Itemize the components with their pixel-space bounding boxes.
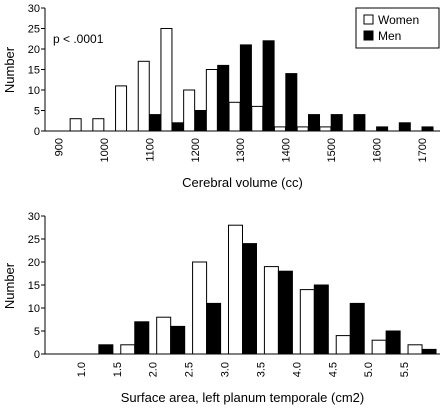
chart2-x-tick-label: 4.5 xyxy=(327,362,339,377)
chart2-bar-men xyxy=(421,348,437,355)
chart1-bar-women xyxy=(69,118,82,132)
chart2-bar-men xyxy=(313,284,329,355)
chart1-x-tick-label: 1100 xyxy=(144,138,156,162)
chart2-bar-women xyxy=(192,261,208,355)
chart2-x-tick-label: 2.0 xyxy=(148,362,160,377)
chart2-bar-men xyxy=(349,302,365,355)
legend-label-men: Men xyxy=(378,29,401,43)
chart2-bar-men xyxy=(134,321,150,355)
chart1-bar-men xyxy=(353,114,366,132)
chart1-bar-women xyxy=(296,126,309,132)
chart2-x-tick-label: 5.5 xyxy=(399,362,411,377)
chart2-y-axis-title: Number xyxy=(2,262,17,309)
chart2-y-tick-label: 20 xyxy=(28,257,40,269)
chart2-x-tick-label: 3.5 xyxy=(255,362,267,377)
chart2-bar-women xyxy=(335,335,351,355)
chart1-bar-men xyxy=(194,110,207,132)
chart2-y-tick-label: 0 xyxy=(34,349,40,361)
chart1-y-tick-label: 30 xyxy=(28,3,40,15)
chart1-y-tick-label: 0 xyxy=(34,126,40,138)
chart2-x-tick-label: 3.0 xyxy=(220,362,232,377)
chart1-x-tick-label: 1200 xyxy=(190,138,202,162)
chart1-y-tick-label: 15 xyxy=(28,65,40,77)
legend-swatch-men xyxy=(363,30,374,41)
annotation-p-value: p < .0001 xyxy=(53,32,104,46)
chart2-x-tick-label: 1.0 xyxy=(76,362,88,377)
chart2-bar-women xyxy=(407,344,423,355)
chart1-bar-men xyxy=(421,126,434,132)
legend-swatch-women xyxy=(363,14,374,25)
chart2-x-tick-label: 5.0 xyxy=(363,362,375,377)
chart2-bar-men xyxy=(277,270,293,355)
chart1-y-tick-label: 5 xyxy=(34,106,40,118)
chart1-x-tick-label: 1600 xyxy=(371,138,383,162)
chart1-y-axis-title: Number xyxy=(2,46,17,93)
chart1-bar-men xyxy=(285,73,298,132)
chart2-bar-men xyxy=(98,344,114,355)
chart2-bar-women xyxy=(263,266,279,355)
chart1-x-tick-label: 1300 xyxy=(235,138,247,162)
chart2-bar-women xyxy=(371,339,387,355)
chart1-bar-women xyxy=(115,85,128,132)
chart2-bar-men xyxy=(170,325,186,355)
chart1-bar-women xyxy=(183,89,196,132)
chart2-y-tick-label: 5 xyxy=(34,326,40,338)
chart2-y-tick-label: 15 xyxy=(28,280,40,292)
chart2-x-tick-label: 4.0 xyxy=(291,362,303,377)
chart1-x-tick-label: 1700 xyxy=(417,138,429,162)
chart1-bar-men xyxy=(376,126,389,132)
chart2-x-tick-label: 2.5 xyxy=(184,362,196,377)
chart1-bar-women xyxy=(137,60,150,132)
chart1-x-tick-label: 1500 xyxy=(326,138,338,162)
chart2-bar-men xyxy=(206,302,222,355)
chart1-x-tick-label: 900 xyxy=(54,138,66,156)
legend-label-women: Women xyxy=(378,13,419,27)
chart1-y-tick-label: 25 xyxy=(28,24,40,36)
chart1-bar-women xyxy=(319,126,332,132)
chart1-bar-men xyxy=(308,114,321,132)
chart1-bar-men xyxy=(239,44,252,132)
chart1-bar-women xyxy=(205,69,218,132)
chart1-bar-men xyxy=(217,64,230,132)
chart1-bar-women xyxy=(228,101,241,132)
chart1-bar-men xyxy=(398,122,411,132)
chart2-bar-women xyxy=(120,344,136,355)
chart1-bar-women xyxy=(273,126,286,132)
chart1-x-tick-label: 1400 xyxy=(281,138,293,162)
chart2-bar-women xyxy=(299,289,315,355)
chart1-bar-men xyxy=(149,114,162,132)
chart2-bar-women xyxy=(156,316,172,355)
chart2-y-tick-label: 30 xyxy=(28,211,40,223)
chart1-x-tick-label: 1000 xyxy=(99,138,111,162)
chart2-x-axis-title: Surface area, left planum temporale (cm2… xyxy=(121,390,365,405)
chart1-bar-men xyxy=(262,40,275,132)
chart1-bar-women xyxy=(160,28,173,132)
chart1-bar-men xyxy=(330,114,343,132)
chart1-x-axis-title: Cerebral volume (cc) xyxy=(182,175,303,190)
chart1-y-tick-label: 20 xyxy=(28,44,40,56)
chart1-y-tick-label: 10 xyxy=(28,85,40,97)
chart1-bar-women xyxy=(92,118,105,132)
chart2-y-tick-label: 10 xyxy=(28,303,40,315)
chart1-bar-women xyxy=(251,105,264,132)
chart2-bar-men xyxy=(242,243,257,355)
chart2-y-tick-label: 25 xyxy=(28,234,40,246)
chart2-bar-men xyxy=(385,330,401,355)
chart1-bar-men xyxy=(171,122,184,132)
chart2-x-tick-label: 1.5 xyxy=(112,362,124,377)
chart2-bar-women xyxy=(228,224,243,355)
